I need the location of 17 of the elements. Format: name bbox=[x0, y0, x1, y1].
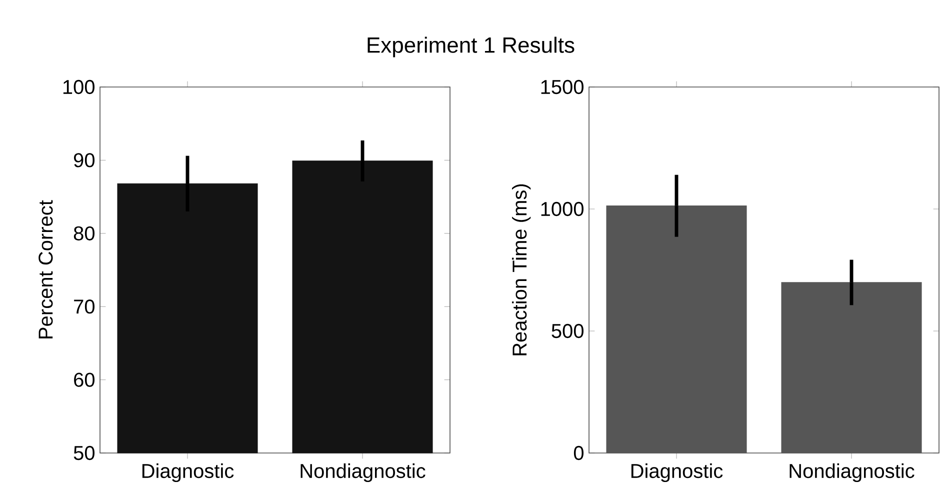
y-tick-label: 50 bbox=[74, 446, 94, 460]
y-axis-title: Reaction Time (ms) bbox=[512, 184, 531, 356]
y-tick-label: 80 bbox=[74, 226, 94, 240]
x-tick-label: Nondiagnostic bbox=[790, 463, 914, 482]
y-tick-label: 60 bbox=[74, 372, 94, 387]
chart-title: Experiment 1 Results bbox=[368, 36, 574, 58]
y-tick-label: 70 bbox=[74, 300, 94, 314]
y-tick-label: 0 bbox=[574, 446, 584, 460]
y-tick-label: 500 bbox=[552, 324, 584, 338]
x-tick-label: Diagnostic bbox=[631, 463, 723, 482]
y-tick-label: 90 bbox=[74, 153, 94, 168]
y-axis-title: Percent Correct bbox=[38, 200, 53, 338]
x-tick-label: Diagnostic bbox=[142, 463, 234, 482]
y-tick-label: 1000 bbox=[541, 202, 584, 216]
y-tick-label: 100 bbox=[63, 80, 94, 94]
y-tick-label: 1500 bbox=[541, 80, 584, 94]
x-tick-label: Nondiagnostic bbox=[300, 463, 426, 482]
